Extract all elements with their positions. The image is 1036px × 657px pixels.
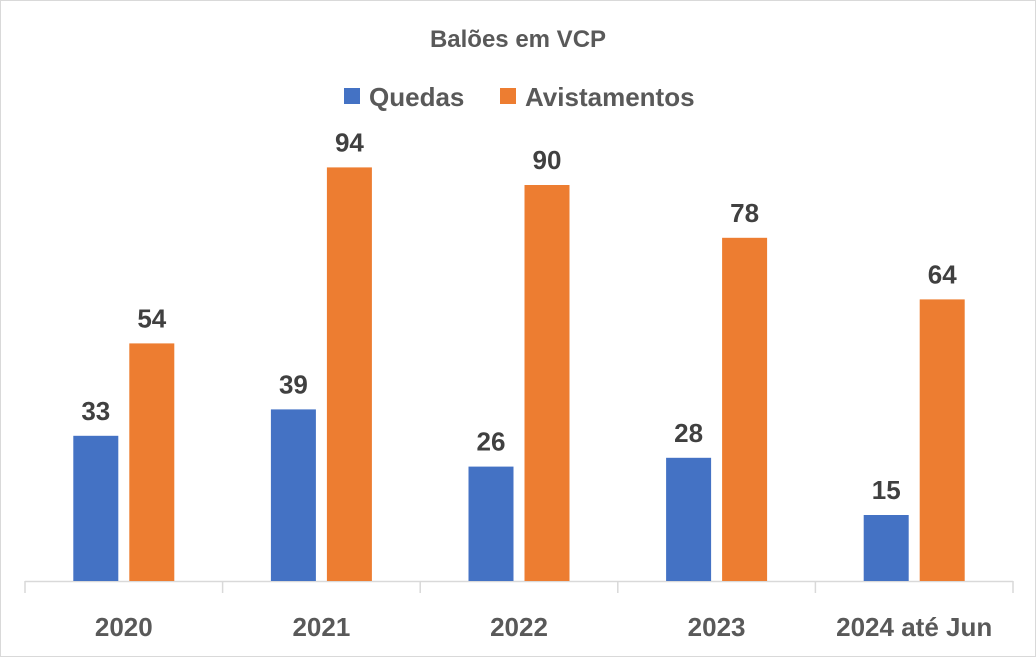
legend-swatch-avistamentos <box>500 88 516 104</box>
bar-quedas-0 <box>73 435 119 581</box>
data-label-avistamentos-2: 90 <box>533 145 562 175</box>
data-label-avistamentos-3: 78 <box>730 198 759 228</box>
data-label-avistamentos-1: 94 <box>335 127 364 157</box>
x-tick-label-2: 2022 <box>490 612 548 642</box>
data-label-quedas-3: 28 <box>674 418 703 448</box>
bar-avistamentos-1 <box>326 167 372 581</box>
bar-avistamentos-4 <box>919 299 965 581</box>
data-label-avistamentos-4: 64 <box>928 259 957 289</box>
x-tick-label-4: 2024 até Jun <box>836 612 992 642</box>
bar-avistamentos-0 <box>129 343 175 581</box>
data-label-avistamentos-0: 54 <box>137 303 166 333</box>
legend-swatch-quedas <box>344 88 360 104</box>
x-axis-ticks <box>24 581 1014 593</box>
x-axis-tick-labels: 2020 2021 2022 2023 2024 até Jun <box>95 612 992 642</box>
legend-label-quedas: Quedas <box>369 82 464 112</box>
bar-quedas-1 <box>270 409 316 581</box>
data-label-quedas-1: 39 <box>279 369 308 399</box>
x-tick-label-0: 2020 <box>95 612 153 642</box>
bar-quedas-4 <box>863 515 909 581</box>
bar-avistamentos-3 <box>722 237 768 582</box>
data-label-quedas-4: 15 <box>872 475 901 505</box>
x-tick-label-1: 2021 <box>292 612 350 642</box>
bar-quedas-2 <box>468 466 514 581</box>
chart-legend: Quedas Avistamentos <box>344 82 695 112</box>
x-tick-label-3: 2023 <box>688 612 746 642</box>
bar-quedas-3 <box>666 457 712 581</box>
bars-group <box>73 167 965 582</box>
bar-avistamentos-2 <box>524 185 570 581</box>
data-label-quedas-0: 33 <box>81 396 110 426</box>
chart-title: Balões em VCP <box>430 26 606 53</box>
data-label-quedas-2: 26 <box>477 427 506 457</box>
data-labels-group: 33 54 39 94 26 90 28 78 15 64 <box>81 127 957 505</box>
legend-label-avistamentos: Avistamentos <box>525 82 695 112</box>
